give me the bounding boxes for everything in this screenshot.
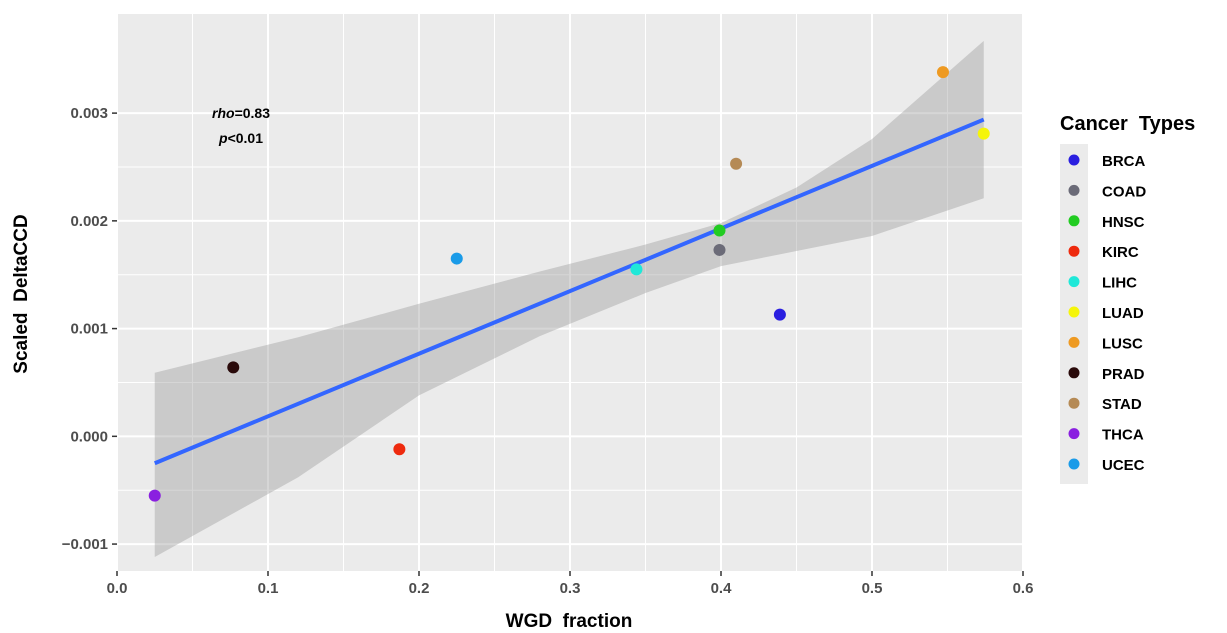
legend-key-luad: [1068, 306, 1080, 318]
legend-key-thca: [1068, 428, 1080, 440]
rho-label: rho: [212, 105, 235, 121]
x-axis-ticks: 0.0 0.1 0.2 0.3 0.4 0.5 0.6: [107, 571, 1034, 597]
legend-label-thca: THCA: [1102, 427, 1144, 444]
legend-key-hnsc: [1068, 215, 1080, 227]
x-tick-label: 0.0: [107, 580, 128, 597]
legend: BRCA COAD HNSC KIRC LIHC LUAD LUSC PRAD STAD THCA…: [1068, 153, 1146, 474]
point-brca: [773, 308, 786, 321]
p-value-annotation: p<0.01: [218, 130, 263, 146]
point-kirc: [393, 443, 406, 456]
x-axis-title: WGD fraction: [506, 611, 633, 632]
legend-key-prad: [1068, 367, 1080, 379]
p-label: p: [218, 130, 228, 146]
legend-label-ucec: UCEC: [1102, 457, 1145, 474]
legend-label-brca: BRCA: [1102, 153, 1145, 170]
x-tick-label: 0.2: [409, 580, 430, 597]
legend-label-lusc: LUSC: [1102, 335, 1143, 352]
y-tick-label: −0.001: [62, 536, 108, 553]
legend-key-lihc: [1068, 276, 1080, 288]
point-ucec: [450, 252, 463, 265]
legend-key-lusc: [1068, 336, 1080, 348]
legend-label-kirc: KIRC: [1102, 244, 1139, 261]
legend-key-stad: [1068, 397, 1080, 409]
y-tick-label: 0.002: [70, 213, 108, 230]
point-lihc: [630, 263, 643, 276]
x-tick-label: 0.5: [862, 580, 883, 597]
data-points: [148, 66, 990, 502]
legend-label-stad: STAD: [1102, 396, 1142, 413]
point-prad: [227, 361, 240, 374]
y-tick-label: 0.000: [70, 428, 108, 445]
rho-value: =0.83: [235, 105, 271, 121]
point-thca: [148, 489, 161, 502]
x-tick-label: 0.6: [1013, 580, 1034, 597]
p-value: <0.01: [228, 130, 264, 146]
point-coad: [713, 243, 726, 256]
x-tick-label: 0.1: [258, 580, 279, 597]
legend-key-ucec: [1068, 458, 1080, 470]
x-tick-label: 0.3: [560, 580, 581, 597]
regression-line: [153, 117, 985, 466]
point-hnsc: [713, 224, 726, 237]
legend-title: Cancer Types: [1060, 113, 1195, 135]
legend-label-luad: LUAD: [1102, 305, 1144, 322]
y-axis-ticks: −0.001 0.000 0.001 0.002 0.003: [62, 105, 117, 553]
point-stad: [730, 157, 743, 170]
legend-label-lihc: LIHC: [1102, 275, 1137, 292]
rho-annotation: rho=0.83: [212, 105, 270, 121]
legend-key-kirc: [1068, 245, 1080, 257]
legend-key-coad: [1068, 184, 1080, 196]
x-tick-label: 0.4: [711, 580, 733, 597]
confidence-band: [154, 40, 984, 557]
legend-label-hnsc: HNSC: [1102, 214, 1145, 231]
point-lusc: [936, 66, 949, 79]
legend-label-coad: COAD: [1102, 183, 1146, 200]
y-tick-label: 0.003: [70, 105, 108, 122]
y-tick-label: 0.001: [70, 321, 108, 338]
point-luad: [977, 127, 990, 140]
y-axis-title: Scaled DeltaCCD: [11, 214, 32, 373]
legend-label-prad: PRAD: [1102, 366, 1145, 383]
legend-key-brca: [1068, 154, 1080, 166]
